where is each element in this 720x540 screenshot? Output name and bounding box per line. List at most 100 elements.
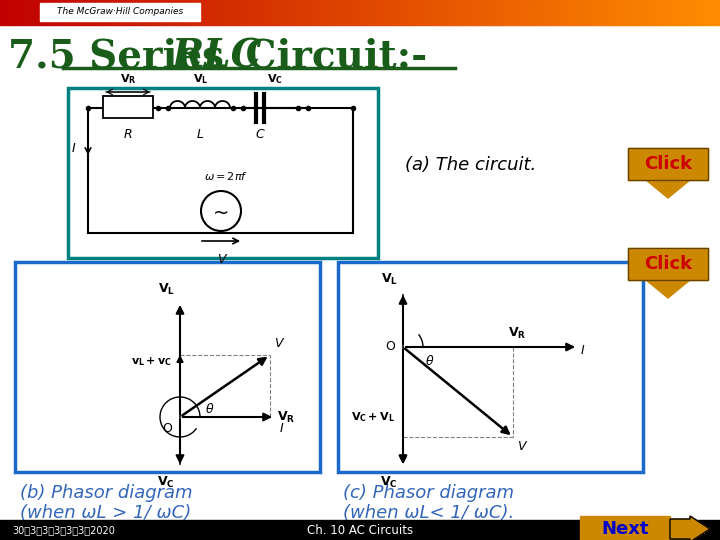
- Bar: [504, 0, 505, 25]
- Bar: [541, 0, 542, 25]
- Bar: [339, 0, 340, 25]
- Bar: [354, 0, 355, 25]
- Bar: [40, 0, 41, 25]
- Bar: [543, 0, 544, 25]
- Bar: [345, 0, 346, 25]
- Bar: [492, 0, 493, 25]
- Bar: [181, 0, 182, 25]
- Bar: [477, 0, 478, 25]
- Bar: [127, 0, 128, 25]
- Text: O: O: [162, 422, 172, 435]
- Bar: [297, 0, 298, 25]
- Bar: [563, 0, 564, 25]
- Bar: [579, 0, 580, 25]
- Bar: [152, 0, 153, 25]
- Bar: [135, 0, 136, 25]
- Bar: [439, 0, 440, 25]
- Bar: [130, 0, 131, 25]
- Bar: [476, 0, 477, 25]
- Bar: [20, 0, 21, 25]
- Bar: [552, 0, 553, 25]
- Bar: [356, 0, 357, 25]
- Bar: [387, 0, 388, 25]
- Bar: [509, 0, 510, 25]
- Bar: [280, 0, 281, 25]
- Bar: [686, 0, 687, 25]
- Bar: [183, 0, 184, 25]
- Bar: [651, 0, 652, 25]
- Text: 23: 23: [693, 523, 708, 537]
- Bar: [518, 0, 519, 25]
- Bar: [707, 0, 708, 25]
- Bar: [0, 0, 1, 25]
- Bar: [333, 0, 334, 25]
- Bar: [661, 0, 662, 25]
- Bar: [648, 0, 649, 25]
- Bar: [433, 0, 434, 25]
- Bar: [502, 0, 503, 25]
- Bar: [157, 0, 158, 25]
- Bar: [82, 0, 83, 25]
- Bar: [456, 0, 457, 25]
- Bar: [683, 0, 684, 25]
- Bar: [169, 0, 170, 25]
- Bar: [337, 0, 338, 25]
- Bar: [305, 0, 306, 25]
- Bar: [712, 0, 713, 25]
- Bar: [39, 0, 40, 25]
- Bar: [230, 0, 231, 25]
- Bar: [521, 0, 522, 25]
- Bar: [475, 0, 476, 25]
- Bar: [98, 0, 99, 25]
- Bar: [358, 0, 359, 25]
- Bar: [173, 0, 174, 25]
- Bar: [19, 0, 20, 25]
- Bar: [656, 0, 657, 25]
- Bar: [273, 0, 274, 25]
- Bar: [478, 0, 479, 25]
- Text: The McGraw·Hill Companies: The McGraw·Hill Companies: [57, 8, 183, 17]
- Bar: [165, 0, 166, 25]
- Bar: [669, 0, 670, 25]
- Bar: [5, 0, 6, 25]
- Bar: [331, 0, 332, 25]
- Bar: [110, 0, 111, 25]
- Bar: [510, 0, 511, 25]
- Bar: [244, 0, 245, 25]
- Bar: [467, 0, 468, 25]
- Bar: [520, 0, 521, 25]
- Bar: [17, 0, 18, 25]
- Bar: [662, 0, 663, 25]
- Bar: [223, 0, 224, 25]
- Bar: [326, 0, 327, 25]
- Bar: [131, 0, 132, 25]
- Bar: [603, 0, 604, 25]
- Bar: [391, 0, 392, 25]
- Bar: [596, 0, 597, 25]
- Bar: [213, 0, 214, 25]
- Bar: [163, 0, 164, 25]
- Bar: [657, 0, 658, 25]
- Bar: [652, 0, 653, 25]
- Bar: [710, 0, 711, 25]
- Bar: [290, 0, 291, 25]
- Bar: [440, 0, 441, 25]
- Bar: [3, 0, 4, 25]
- Bar: [463, 0, 464, 25]
- Bar: [68, 88, 378, 258]
- Bar: [262, 0, 263, 25]
- Bar: [11, 0, 12, 25]
- Bar: [544, 0, 545, 25]
- Bar: [580, 516, 670, 540]
- Bar: [104, 0, 105, 25]
- Bar: [343, 0, 344, 25]
- Bar: [187, 0, 188, 25]
- Bar: [561, 0, 562, 25]
- Bar: [89, 0, 90, 25]
- Bar: [530, 0, 531, 25]
- Bar: [378, 0, 379, 25]
- Bar: [430, 0, 431, 25]
- Bar: [614, 0, 615, 25]
- Bar: [605, 0, 606, 25]
- Bar: [224, 0, 225, 25]
